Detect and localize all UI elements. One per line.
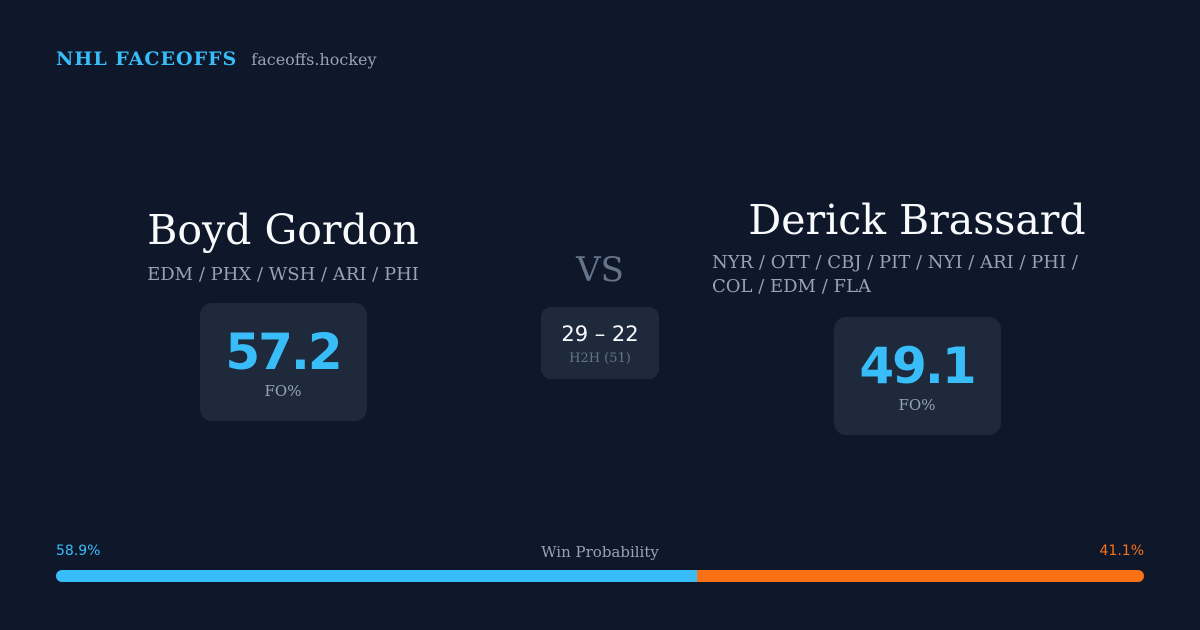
player-left-fo-label: FO% [264, 382, 302, 400]
player-right-panel: Derick Brassard NYR / OTT / CBJ / PIT / … [690, 193, 1144, 435]
brand-site: faceoffs.hockey [251, 50, 377, 69]
player-left-panel: Boyd Gordon EDM / PHX / WSH / ARI / PHI … [133, 203, 433, 421]
player-left-name: Boyd Gordon [147, 206, 419, 254]
brand-name: NHL FACEOFFS [56, 48, 238, 70]
win-prob-title: Win Probability [541, 543, 659, 561]
player-right-teams: NYR / OTT / CBJ / PIT / NYI / ARI / PHI … [712, 252, 1078, 297]
win-prob-bar-left [56, 570, 697, 582]
win-prob-left-label: 58.9% [56, 543, 101, 559]
h2h-label: H2H (51) [569, 350, 631, 366]
h2h-score: 29 – 22 [561, 321, 639, 346]
player-left-fo-value: 57.2 [225, 323, 342, 381]
player-right-fo-card: 49.1 FO% [833, 317, 1001, 435]
win-prob-bar-right [696, 570, 1144, 582]
vs-label: VS [576, 250, 624, 290]
player-right-name: Derick Brassard [748, 196, 1086, 244]
brand-header: NHL FACEOFFS faceoffs.hockey [56, 48, 377, 70]
win-prob-bar [56, 570, 1144, 582]
player-left-fo-card: 57.2 FO% [199, 303, 367, 421]
player-right-fo-label: FO% [898, 396, 936, 414]
win-prob-right-label: 41.1% [1099, 543, 1144, 559]
player-left-teams: EDM / PHX / WSH / ARI / PHI [147, 264, 419, 285]
player-right-fo-value: 49.1 [859, 337, 976, 395]
h2h-card: 29 – 22 H2H (51) [541, 307, 659, 379]
